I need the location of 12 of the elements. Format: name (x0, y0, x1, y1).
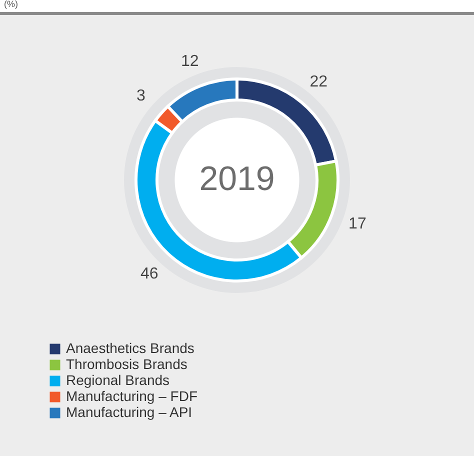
data-label: 46 (140, 265, 158, 282)
legend-label: Thrombosis Brands (66, 356, 188, 372)
data-label: 17 (348, 215, 366, 232)
legend-label: Anaesthetics Brands (66, 340, 194, 356)
text: 2019 (199, 160, 275, 198)
text: (%) (3, 0, 19, 11)
data-label: 12 (180, 52, 199, 70)
legend-label: Manufacturing – API (66, 404, 192, 420)
data-label: 22 (310, 73, 328, 90)
legend-label: Regional Brands (66, 372, 170, 388)
data-label: 3 (136, 87, 146, 104)
legend-label: Manufacturing – FDF (66, 388, 198, 404)
